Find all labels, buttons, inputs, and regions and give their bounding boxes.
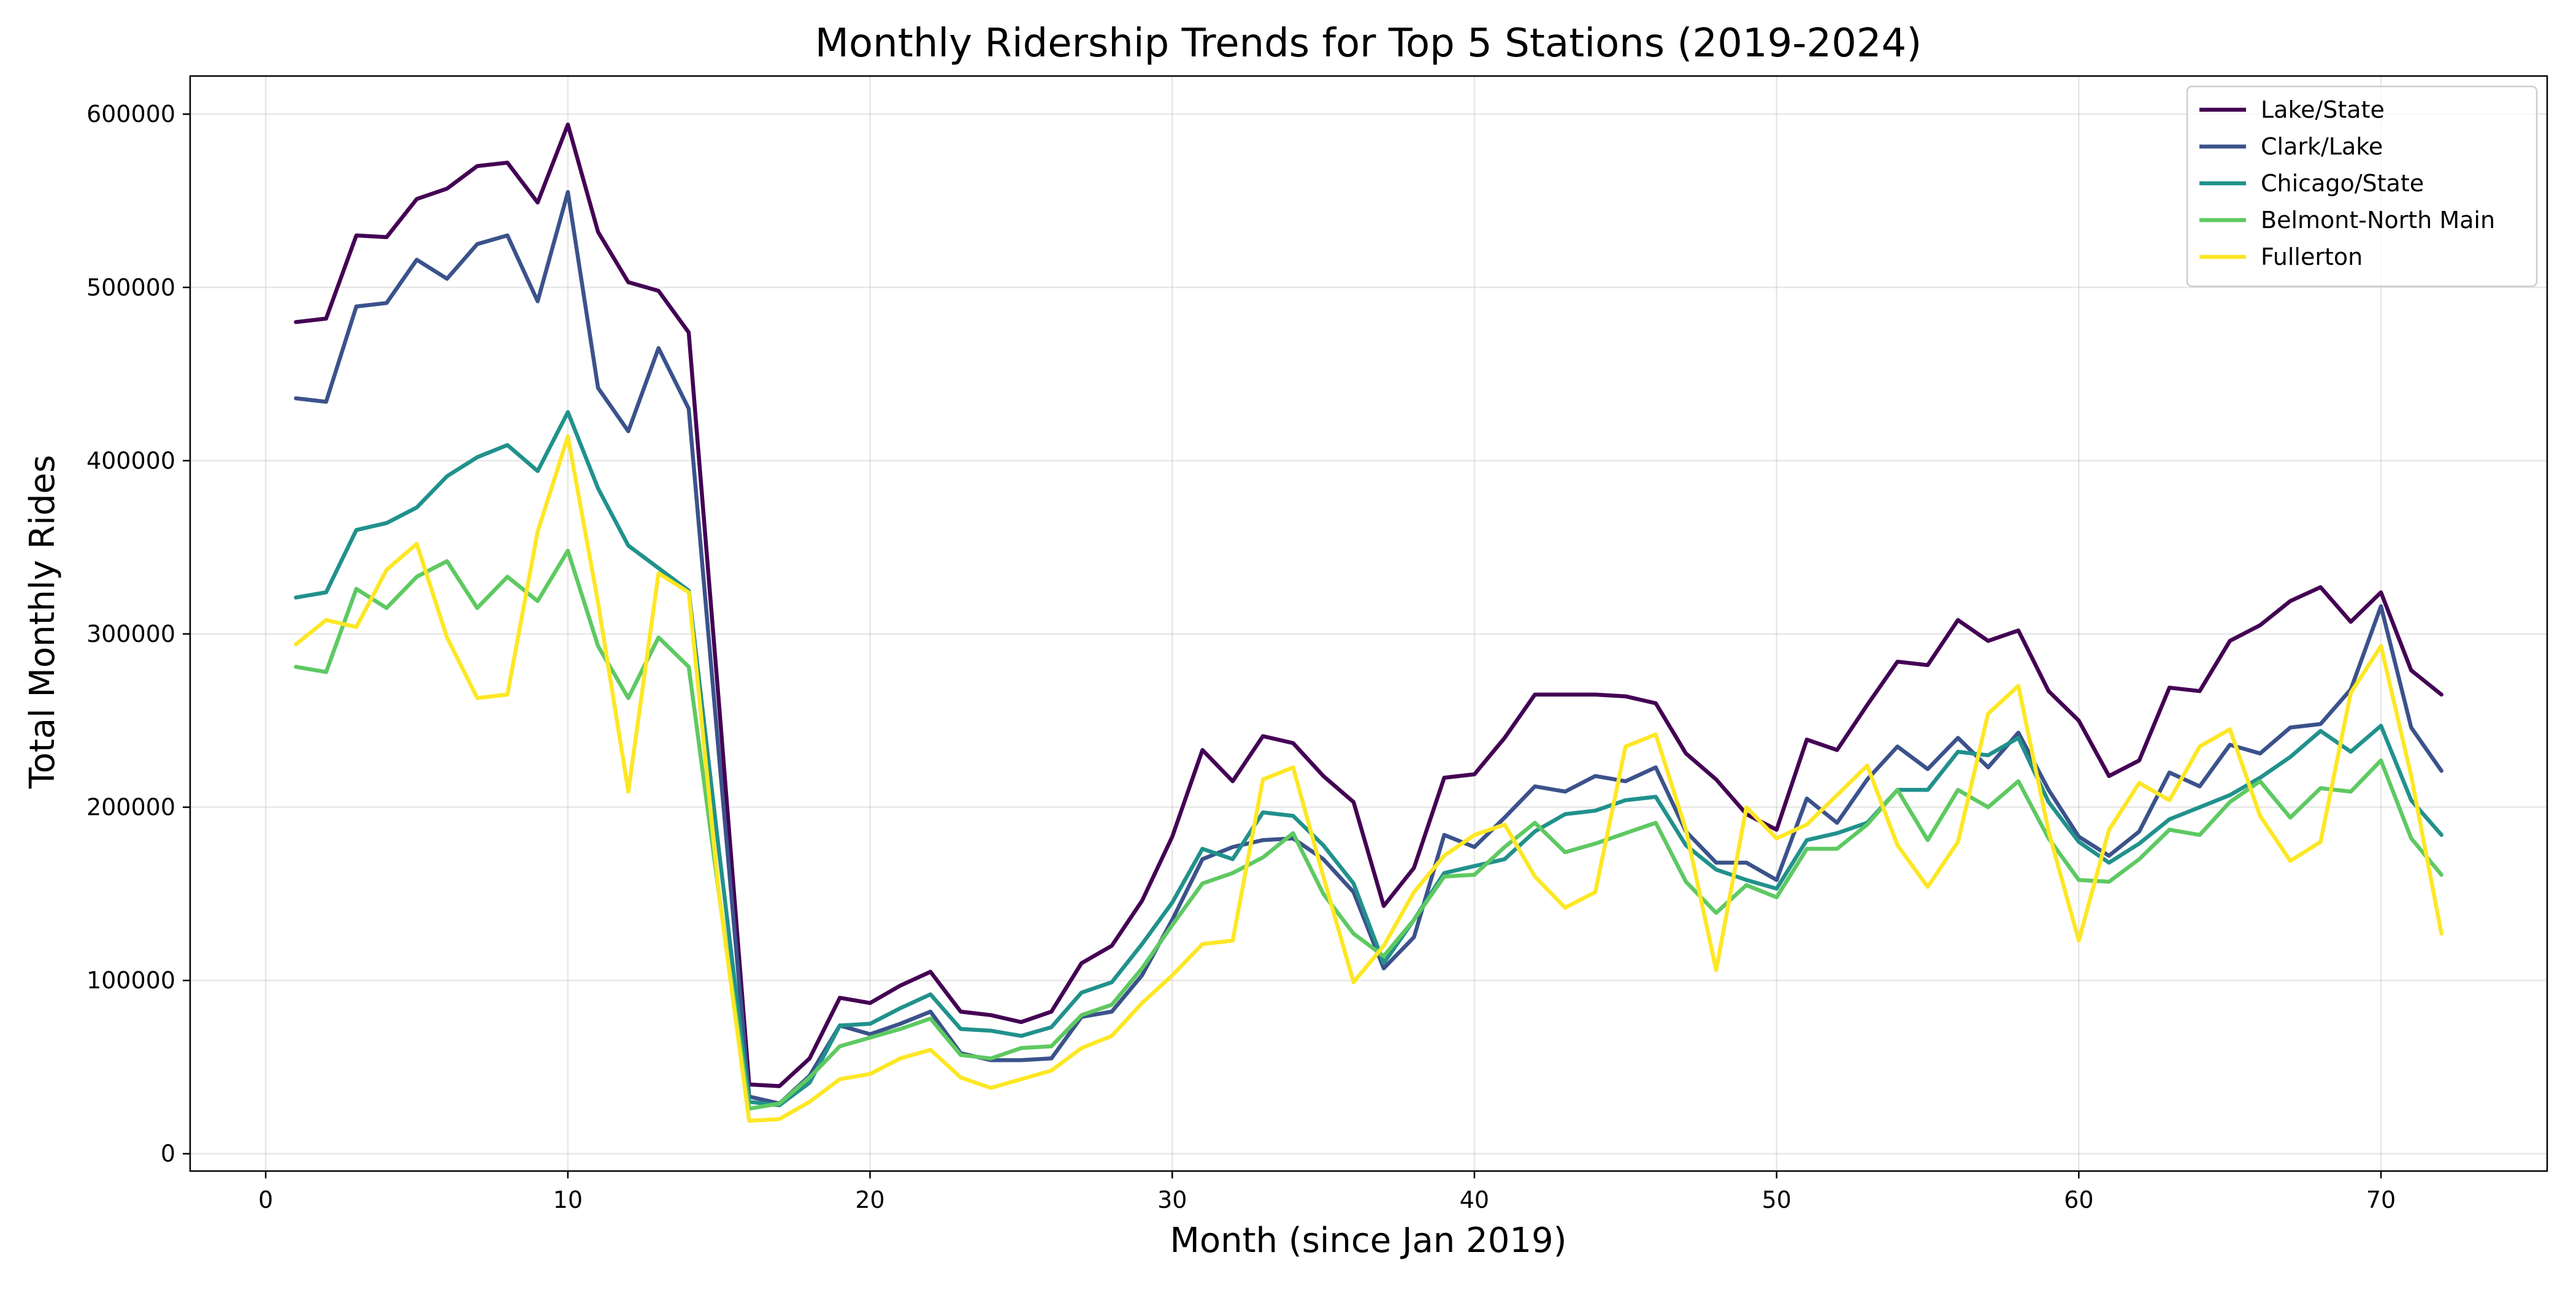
series-lines: [294, 122, 2444, 1123]
x-tick-label: 10: [553, 1186, 583, 1213]
series-line-1: [294, 190, 2444, 1106]
series-line-0: [294, 122, 2444, 1088]
x-tick-label: 0: [258, 1186, 273, 1213]
chart-title: Monthly Ridership Trends for Top 5 Stati…: [815, 21, 1922, 66]
legend-label: Lake/State: [2261, 96, 2385, 123]
y-tick-label: 500000: [86, 274, 175, 301]
y-tick-label: 400000: [86, 447, 175, 474]
legend-box: [2186, 85, 2538, 288]
y-tick-label: 600000: [86, 101, 175, 128]
y-tick-label: 300000: [86, 620, 175, 647]
x-tick-label: 40: [1460, 1186, 1489, 1213]
x-tick-label: 60: [2064, 1186, 2093, 1213]
x-tick-label: 30: [1157, 1186, 1187, 1213]
x-tick-label: 50: [1761, 1186, 1791, 1213]
legend-label: Belmont-North Main: [2261, 207, 2495, 234]
y-tick-label: 100000: [86, 967, 175, 994]
x-axis-label: Month (since Jan 2019): [1170, 1221, 1567, 1261]
series-line-3: [294, 549, 2444, 1111]
x-tick-label: 70: [2366, 1186, 2396, 1213]
legend: Lake/State Clark/Lake Chicago/State Belmont…: [2186, 85, 2538, 288]
legend-label: Chicago/State: [2261, 170, 2424, 197]
y-tick-label: 200000: [86, 794, 175, 821]
x-tick-label: 20: [855, 1186, 884, 1213]
y-axis-label: Total Monthly Rides: [23, 455, 63, 789]
legend-label: Clark/Lake: [2261, 133, 2383, 160]
axis-ticks: 0 10 20 30 40 50 60 70 0 100000 200000 300000 400000…: [86, 101, 2396, 1213]
legend-label: Fullerton: [2261, 243, 2363, 270]
series-line-4: [294, 434, 2444, 1123]
series-line-2: [294, 410, 2444, 1107]
y-tick-label: 0: [161, 1140, 175, 1167]
plot-frame: [189, 75, 2548, 1172]
